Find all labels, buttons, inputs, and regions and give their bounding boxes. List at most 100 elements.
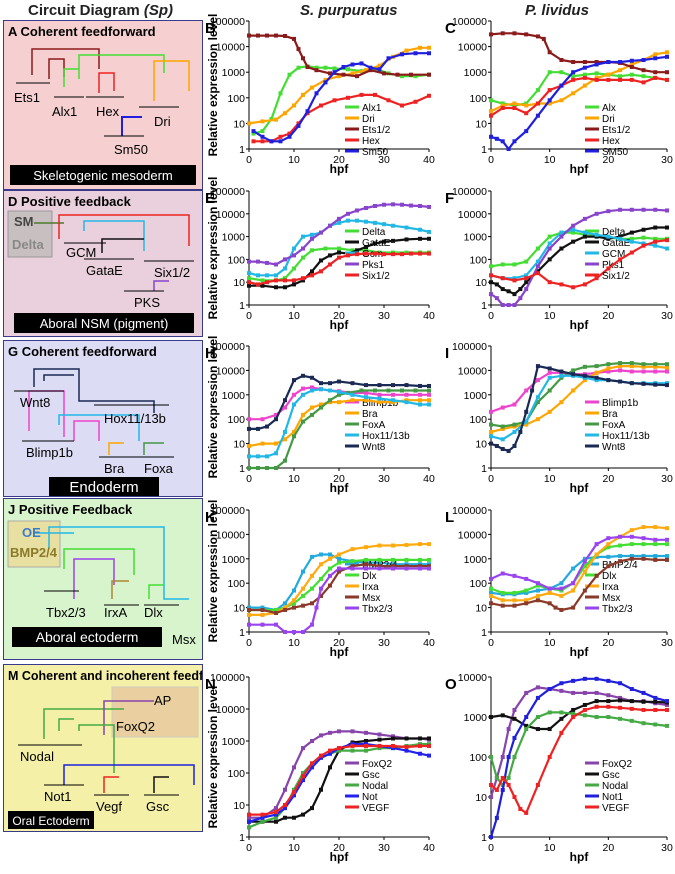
data-point [665, 238, 669, 243]
y-tick-label: 100 [469, 254, 487, 266]
data-point [391, 383, 395, 388]
data-point [310, 573, 314, 578]
data-point [571, 581, 576, 586]
series-line [490, 526, 668, 602]
legend-label: FoxQ2 [362, 759, 392, 770]
y-tick-label: 1000 [222, 67, 246, 79]
chart-l: L 1 10 100 1000 10000 100000 0 10 20 30 hpf BMP2/4Dl… [445, 505, 673, 659]
legend-label: BMP2/4 [602, 560, 638, 571]
gene-dri: Dri [154, 114, 171, 129]
data-point [535, 598, 540, 603]
panel-letter: I [445, 345, 449, 362]
data-point [319, 103, 323, 108]
gene-bmp24: BMP2/4 [10, 545, 58, 560]
gene-six12: Six1/2 [154, 265, 190, 280]
data-point [524, 129, 529, 134]
data-point [594, 364, 599, 369]
gene-alx1: Alx1 [52, 104, 77, 119]
data-point [594, 232, 599, 237]
data-point [594, 378, 599, 383]
data-point [594, 554, 599, 559]
data-point [319, 405, 323, 410]
data-point [377, 392, 382, 397]
x-tick-label: 10 [544, 473, 556, 485]
x-tick-label: 0 [488, 637, 494, 649]
y-axis-label: Relative expression level [206, 500, 220, 643]
data-point [629, 77, 634, 82]
circuit-panel-d: D Positive feedback SM Delta GCM GataE S… [3, 190, 203, 337]
y-tick-label: 1000 [222, 554, 246, 566]
data-point [629, 230, 634, 235]
data-point [641, 690, 646, 695]
data-point [310, 273, 314, 278]
data-point [665, 526, 669, 531]
data-point [535, 246, 540, 251]
data-point [337, 379, 341, 384]
data-point [265, 33, 269, 38]
data-point [618, 559, 623, 564]
x-tick-label: 10 [288, 154, 300, 166]
series-ets1-2 [247, 33, 431, 79]
data-point [535, 271, 540, 276]
data-point [571, 678, 576, 683]
series-irxa [247, 542, 431, 617]
x-tick-label: 10 [288, 637, 300, 649]
data-point [418, 557, 422, 562]
y-tick-label: 1000 [464, 554, 488, 566]
data-point [606, 678, 611, 683]
data-point [582, 707, 587, 712]
data-point [559, 230, 564, 235]
data-point [582, 65, 587, 70]
x-tick-label: 0 [246, 310, 252, 322]
data-point [413, 51, 418, 56]
data-point [547, 710, 552, 715]
data-point [328, 765, 332, 770]
legend-label: Msx [362, 593, 380, 604]
data-point [641, 699, 646, 704]
series-nodal [489, 710, 669, 787]
data-point [489, 441, 493, 446]
circuit-title-j: J Positive Feedback [8, 502, 133, 517]
data-point [489, 98, 493, 103]
y-tick-label: 10 [233, 439, 245, 451]
data-point [524, 601, 529, 606]
data-point [373, 203, 377, 208]
data-point [653, 695, 658, 700]
data-point [292, 278, 296, 283]
y-tick-label: 100 [469, 752, 487, 764]
data-point [506, 727, 511, 732]
data-point [524, 598, 529, 603]
col1-title: S. purpuratus [300, 2, 398, 19]
data-point [328, 573, 332, 578]
data-point [319, 387, 323, 392]
data-point [350, 392, 355, 397]
data-point [665, 225, 669, 230]
data-point [310, 601, 314, 606]
data-point [364, 566, 368, 571]
data-point [269, 116, 274, 121]
y-tick-label: 10000 [216, 209, 245, 221]
data-point [404, 748, 409, 753]
series-tbx2-3 [489, 534, 669, 591]
data-point [489, 601, 493, 606]
y-tick-label: 10000 [458, 365, 487, 377]
tissue-label-a: Skeletogenic mesoderm [33, 168, 172, 183]
data-point [269, 139, 274, 144]
data-point [427, 72, 431, 77]
data-point [629, 58, 634, 63]
data-point [582, 230, 587, 235]
data-point [665, 362, 669, 367]
data-point [489, 576, 493, 581]
data-point [606, 699, 611, 704]
data-point [535, 583, 540, 588]
gene-ets1: Ets1 [14, 90, 40, 105]
legend-label: Six1/2 [602, 271, 630, 282]
legend-label: Hox11/13b [602, 431, 650, 442]
legend-label: Delta [362, 227, 386, 238]
legend-label: Bra [362, 409, 378, 420]
series-line [490, 535, 667, 590]
data-point [559, 607, 564, 612]
data-point [629, 369, 634, 374]
data-point [364, 562, 368, 567]
panel-letter: F [445, 190, 454, 207]
